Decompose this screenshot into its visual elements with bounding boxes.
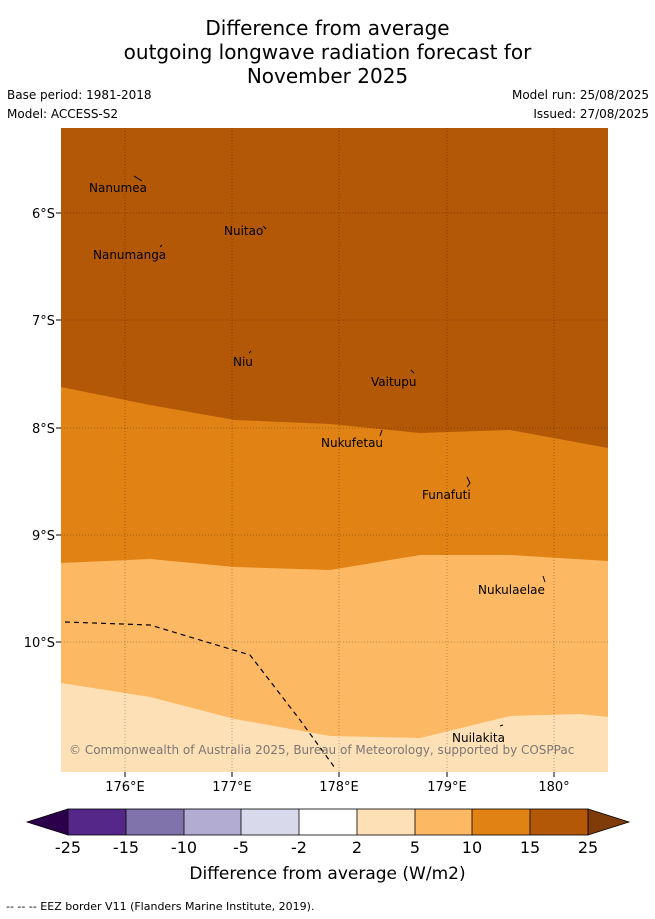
lon-labels: 176°E 177°E 178°E 179°E 180° [105,780,569,795]
place-nuitao: Nuitao [224,224,263,238]
place-nukulaelae: Nukulaelae [478,583,545,597]
colorbar-tick: -25 [55,838,81,857]
lon-label-177e: 177°E [212,780,252,795]
colorbar-ticks: -25 -15 -10 -5 -2 2 5 10 15 25 [55,838,598,857]
eez-legend-note: -- -- -- EEZ border V11 (Flanders Marine… [6,900,315,913]
island-mark-nanumanga [159,244,163,248]
colorbar-tick: 10 [462,838,482,857]
colorbar-tick: -2 [291,838,307,857]
place-nanumea: Nanumea [89,181,147,195]
lon-label-180: 180° [538,780,569,795]
colorbar-tick: -5 [233,838,249,857]
colorbar: -25 -15 -10 -5 -2 2 5 10 15 25 [25,808,631,857]
colorbar-tick: 2 [352,838,362,857]
colorbar-tick: 5 [410,838,420,857]
island-mark-vaitupu [410,369,415,374]
colorbar-over-arrow [587,808,631,836]
colorbar-tick: -15 [113,838,139,857]
copyright-notice: © Commonwealth of Australia 2025, Bureau… [69,743,574,757]
base-period: Base period: 1981-2018 [7,88,152,102]
band-2-5 [61,683,608,772]
island-mark-nanumea [133,175,143,182]
place-funafuti: Funafuti [422,488,471,502]
colorbar-swatch-8 [472,809,530,835]
lon-label-176e: 176°E [105,780,145,795]
colorbar-swatch-6 [357,809,415,835]
island-mark-nukulaelae [542,575,546,583]
lat-labels: 6°S 7°S 8°S 9°S 10°S [24,207,55,651]
colorbar-swatch-2 [126,809,184,835]
lat-label-9s: 9°S [32,529,55,544]
colorbar-swatch-3 [184,809,241,835]
island-marks [133,175,546,727]
place-vaitupu: Vaitupu [371,375,417,389]
lat-label-7s: 7°S [32,314,55,329]
model-run: Model run: 25/08/2025 [511,88,649,102]
island-mark-nuilakita [499,724,504,727]
lon-label-179e: 179°E [427,780,467,795]
island-mark-nukufetau [379,429,383,437]
colorbar-tick: 25 [578,838,598,857]
island-mark-funafuti [466,476,471,488]
lat-label-8s: 8°S [32,422,55,437]
place-nanumanga: Nanumanga [93,248,166,262]
eez-border [64,621,336,769]
gridlines [61,128,608,772]
place-niu: Niu [233,355,253,369]
colorbar-swatch-5 [299,809,357,835]
lat-label-10s: 10°S [24,636,55,651]
lat-label-6s: 6°S [32,207,55,222]
model-name: Model: ACCESS-S2 [7,107,119,121]
colorbar-under-arrow [25,808,69,836]
colorbar-swatch-7 [415,809,472,835]
colorbar-swatch-4 [241,809,299,835]
map-figure: Nanumea Nuitao Nanumanga Niu Vaitupu Nuk… [24,128,631,857]
place-labels: Nanumea Nuitao Nanumanga Niu Vaitupu Nuk… [89,181,545,745]
title-line-3: November 2025 [246,64,409,88]
colorbar-tick: -10 [171,838,197,857]
axis-ticks [56,212,555,777]
place-nuilakita: Nuilakita [452,731,505,745]
island-mark-niu [248,350,252,354]
colorbar-tick: 15 [520,838,540,857]
colorbar-swatch-1 [68,809,126,835]
colorbar-swatch-9 [530,809,588,835]
chart-title: Difference from average outgoing longwav… [0,16,655,88]
island-mark-nuitao [262,225,267,230]
place-nukufetau: Nukufetau [321,436,383,450]
issued-date: Issued: 27/08/2025 [533,107,649,121]
colorbar-label: Difference from average (W/m2) [189,864,466,884]
lon-label-178e: 178°E [319,780,359,795]
title-line-1: Difference from average [205,16,450,40]
title-line-2: outgoing longwave radiation forecast for [123,40,532,64]
